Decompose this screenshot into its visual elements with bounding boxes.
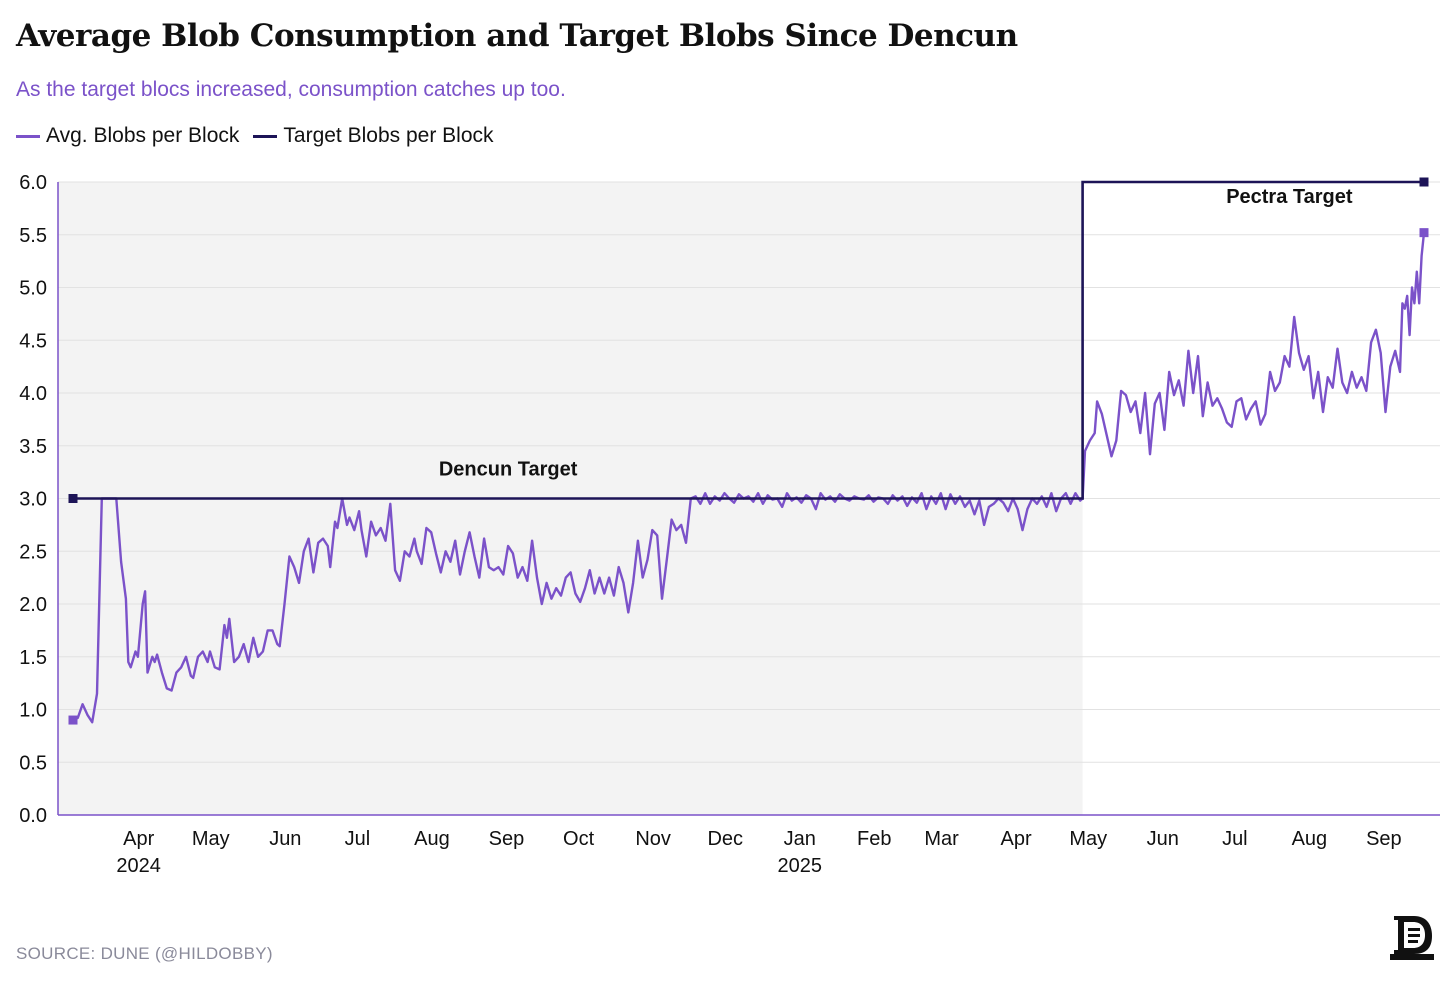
chart-title: Average Blob Consumption and Target Blob…: [16, 18, 1018, 54]
y-tick-label: 0.5: [19, 752, 47, 774]
y-tick-label: 4.0: [19, 383, 47, 405]
publisher-logo-icon: [1390, 916, 1434, 960]
y-tick-label: 5.5: [19, 225, 47, 247]
annotation-pectra-target: Pectra Target: [1226, 186, 1353, 208]
marker-avg-start: [68, 715, 78, 725]
x-tick-label: Jun: [1147, 828, 1179, 850]
x-tick-label: Oct: [563, 828, 595, 850]
y-tick-label: 2.5: [19, 541, 47, 563]
y-tick-label: 0.0: [19, 805, 47, 827]
marker-avg-end: [1419, 228, 1429, 238]
y-tick-label: 3.0: [19, 489, 47, 511]
x-tick-label: May: [1069, 828, 1107, 850]
x-tick-label: Jul: [345, 828, 371, 850]
legend-label-target: Target Blobs per Block: [283, 124, 494, 147]
legend-item-target: Target Blobs per Block: [253, 124, 494, 148]
x-tick-label: Apr: [1001, 828, 1032, 850]
x-tick-label: Jun: [269, 828, 301, 850]
x-tick-label: Dec: [707, 828, 743, 850]
x-tick-label: Aug: [1292, 828, 1328, 850]
y-tick-label: 1.0: [19, 700, 47, 722]
legend-swatch-avg: [16, 134, 40, 138]
chart-plot: 0.0 0.5 1.0 1.5 2.0 2.5 3.0 3.5 4.0 4.5 5.0 5.5 6.0 A…: [19, 172, 1440, 877]
x-tick-year-label: 2025: [778, 855, 823, 877]
x-tick-label: Apr: [123, 828, 154, 850]
y-tick-label: 5.0: [19, 278, 47, 300]
source-note: SOURCE: DUNE (@HILDOBBY): [16, 944, 273, 963]
x-tick-label: Sep: [489, 828, 525, 850]
marker-target-end: [1419, 177, 1429, 187]
legend-item-avg: Avg. Blobs per Block: [16, 124, 239, 148]
y-tick-label: 4.5: [19, 330, 47, 352]
series-line-target-blobs: [73, 180, 1424, 500]
y-tick-label: 3.5: [19, 436, 47, 458]
legend-swatch-target: [253, 134, 278, 138]
x-tick-label: May: [192, 828, 230, 850]
annotation-dencun-target: Dencun Target: [439, 458, 578, 480]
legend: Avg. Blobs per Block Target Blobs per Bl…: [16, 124, 508, 148]
legend-label-avg: Avg. Blobs per Block: [46, 124, 240, 147]
x-tick-label: Feb: [857, 828, 891, 850]
y-tick-label: 6.0: [19, 172, 47, 194]
x-tick-label: Sep: [1366, 828, 1402, 850]
x-tick-label: Mar: [924, 828, 959, 850]
chart-subtitle: As the target blocs increased, consumpti…: [16, 78, 566, 101]
x-tick-label: Aug: [414, 828, 450, 850]
y-tick-label: 2.0: [19, 594, 47, 616]
marker-target-start: [68, 494, 78, 503]
x-tick-label: Jan: [784, 828, 816, 850]
x-tick-year-label: 2024: [116, 855, 161, 877]
x-tick-label: Nov: [635, 828, 671, 850]
y-tick-label: 1.5: [19, 647, 47, 669]
x-tick-label: Jul: [1222, 828, 1248, 850]
